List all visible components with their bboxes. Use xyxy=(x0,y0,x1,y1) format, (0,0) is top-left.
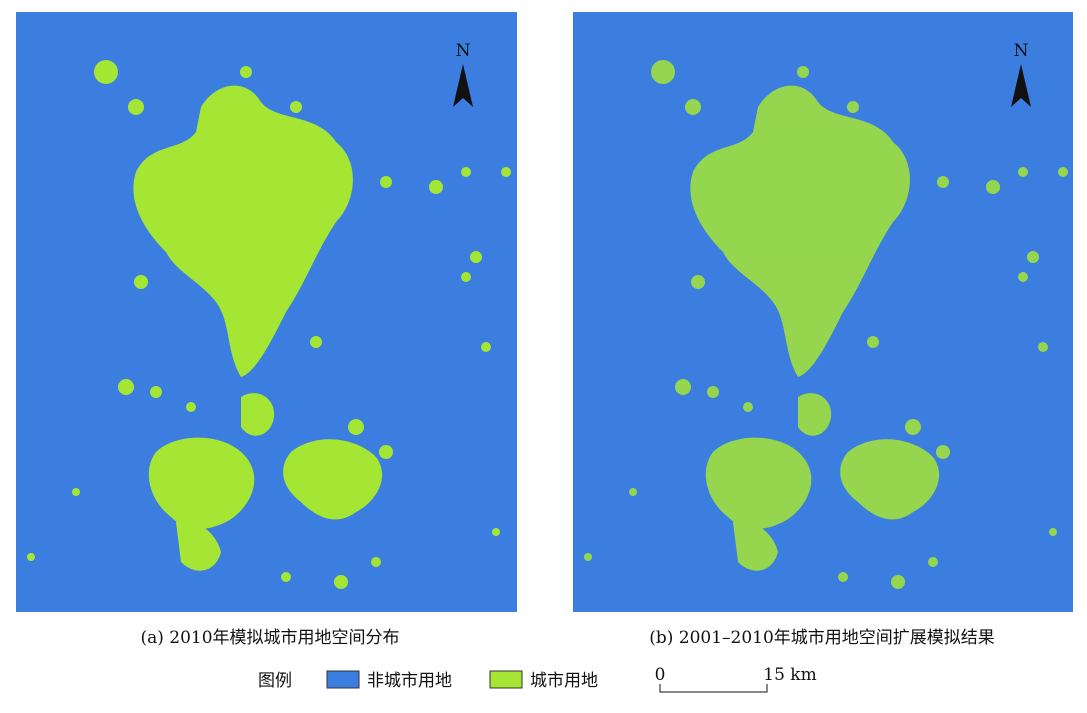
legend-swatch xyxy=(489,670,523,689)
map-panel: N xyxy=(573,12,1073,612)
scale-end: 15 km xyxy=(763,665,816,685)
legend-label: 城市用地 xyxy=(530,671,598,691)
caption: (a) 2010年模拟城市用地空间分布 xyxy=(140,628,399,648)
scale-start: 0 xyxy=(655,665,666,685)
legend-swatch xyxy=(326,670,360,689)
caption: (b) 2001–2010年城市用地空间扩展模拟结果 xyxy=(649,628,995,648)
north-label: N xyxy=(1014,41,1029,61)
north-label: N xyxy=(456,41,471,61)
scale-bar xyxy=(659,684,768,693)
north-arrow xyxy=(453,64,473,107)
legend-label: 非城市用地 xyxy=(367,671,452,691)
legend-title: 图例 xyxy=(258,671,292,691)
map-panel: N xyxy=(16,12,517,612)
north-arrow xyxy=(1011,64,1031,107)
